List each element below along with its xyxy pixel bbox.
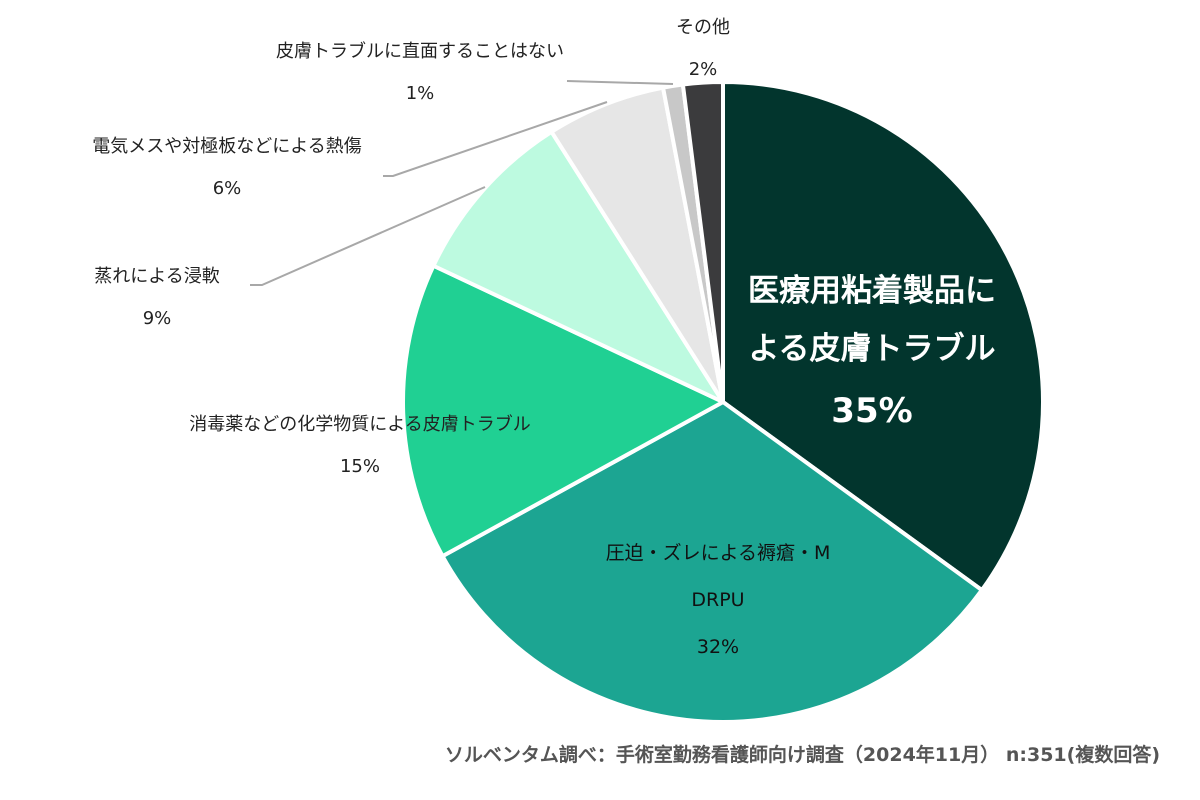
leader-line-1 [566, 80, 674, 85]
pie-slice-3 [431, 129, 725, 404]
leader-line-9 [250, 186, 486, 286]
slice-label-0: 医療用粘着製品による皮膚トラブル 35% [748, 273, 996, 431]
slice-label-1: 圧迫・ズレによる褥瘡・MDRPU 32% [605, 542, 831, 658]
pie-slice-6 [680, 80, 725, 404]
pie-slice-2 [401, 263, 725, 559]
slice-label-2: 消毒薬などの化学物質による皮膚トラブル 15% [189, 414, 531, 477]
pie-slice-4 [549, 85, 725, 404]
leader-line-6 [383, 101, 608, 177]
pie-slice-1 [440, 400, 984, 724]
source-footnote: ソルベンタム調べ：手術室勤務看護師向け調査（2024年11月） n:351(複数… [444, 744, 1160, 766]
slice-label-3: 蒸れによる浸軟 9% [94, 266, 220, 329]
pie-slice-0 [721, 80, 1045, 593]
slice-label-6: その他 2% [676, 17, 730, 80]
slice-label-4: 電気メスや対極板などによる熱傷 6% [92, 136, 362, 199]
slice-label-5: 皮膚トラブルに直面することはない 1% [276, 41, 564, 104]
